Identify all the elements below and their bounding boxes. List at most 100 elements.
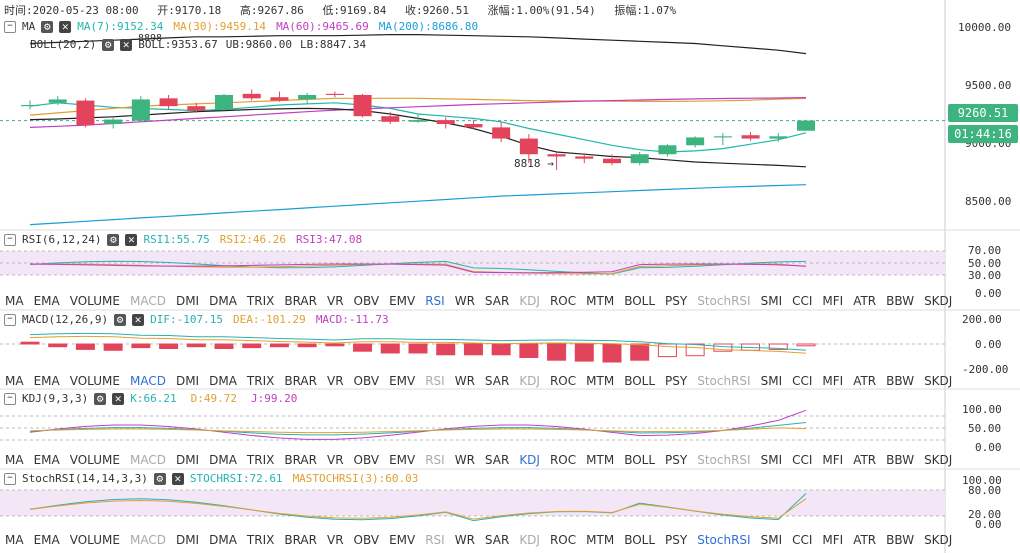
tab-macd[interactable]: MACD — [129, 374, 166, 388]
tab-dmi[interactable]: DMI — [175, 533, 200, 547]
tab-ma[interactable]: MA — [5, 294, 24, 308]
tab-mtm[interactable]: MTM — [586, 374, 615, 388]
tab-dma[interactable]: DMA — [209, 294, 237, 308]
tab-skdj[interactable]: SKDJ — [924, 453, 953, 467]
tab-boll[interactable]: BOLL — [624, 533, 656, 547]
tab-smi[interactable]: SMI — [760, 453, 783, 467]
tab-obv[interactable]: OBV — [353, 533, 380, 547]
tab-roc[interactable]: ROC — [549, 453, 577, 467]
collapse-icon[interactable]: − — [4, 313, 16, 326]
tab-rsi[interactable]: RSI — [425, 453, 445, 467]
tab-bbw[interactable]: BBW — [886, 533, 915, 547]
tab-volume[interactable]: VOLUME — [69, 294, 120, 308]
settings-gear-icon[interactable]: ⚙ — [102, 38, 115, 51]
tab-mtm[interactable]: MTM — [586, 533, 615, 547]
tab-psy[interactable]: PSY — [665, 533, 688, 547]
tab-smi[interactable]: SMI — [760, 374, 783, 388]
tab-volume[interactable]: VOLUME — [69, 533, 120, 547]
tab-cci[interactable]: CCI — [792, 374, 813, 388]
tab-ema[interactable]: EMA — [33, 294, 60, 308]
tab-atr[interactable]: ATR — [853, 533, 877, 547]
tab-emv[interactable]: EMV — [389, 294, 416, 308]
tab-dma[interactable]: DMA — [209, 533, 237, 547]
tab-mfi[interactable]: MFI — [822, 374, 844, 388]
tab-vr[interactable]: VR — [326, 374, 344, 388]
tab-brar[interactable]: BRAR — [284, 533, 317, 547]
tab-ema[interactable]: EMA — [33, 374, 60, 388]
close-icon[interactable]: ✕ — [59, 20, 72, 33]
tab-stochrsi[interactable]: StochRSI — [697, 533, 751, 547]
tab-sar[interactable]: SAR — [484, 374, 510, 388]
tab-emv[interactable]: EMV — [389, 453, 416, 467]
tab-stochrsi[interactable]: StochRSI — [697, 294, 751, 308]
tab-obv[interactable]: OBV — [353, 453, 380, 467]
tab-kdj[interactable]: KDJ — [519, 374, 540, 388]
tab-trix[interactable]: TRIX — [246, 294, 275, 308]
tab-brar[interactable]: BRAR — [284, 453, 317, 467]
tab-wr[interactable]: WR — [454, 533, 475, 547]
tab-vr[interactable]: VR — [326, 533, 344, 547]
tab-sar[interactable]: SAR — [484, 453, 510, 467]
close-icon[interactable]: ✕ — [132, 313, 145, 326]
tab-wr[interactable]: WR — [454, 294, 475, 308]
tab-skdj[interactable]: SKDJ — [924, 533, 953, 547]
tab-stochrsi[interactable]: StochRSI — [697, 374, 751, 388]
tab-sar[interactable]: SAR — [484, 294, 510, 308]
tab-boll[interactable]: BOLL — [624, 294, 656, 308]
tab-cci[interactable]: CCI — [792, 533, 813, 547]
tab-dmi[interactable]: DMI — [175, 294, 200, 308]
tab-volume[interactable]: VOLUME — [69, 453, 120, 467]
tab-rsi[interactable]: RSI — [425, 533, 445, 547]
tab-sar[interactable]: SAR — [484, 533, 510, 547]
tab-vr[interactable]: VR — [326, 453, 344, 467]
tab-ma[interactable]: MA — [5, 374, 24, 388]
tab-dmi[interactable]: DMI — [175, 374, 200, 388]
tab-mfi[interactable]: MFI — [822, 294, 844, 308]
close-icon[interactable]: ✕ — [171, 472, 184, 485]
settings-gear-icon[interactable]: ⚙ — [153, 472, 166, 485]
tab-smi[interactable]: SMI — [760, 294, 783, 308]
tab-psy[interactable]: PSY — [665, 294, 688, 308]
tab-ema[interactable]: EMA — [33, 533, 60, 547]
tab-dmi[interactable]: DMI — [175, 453, 200, 467]
tab-macd[interactable]: MACD — [129, 453, 166, 467]
tab-mtm[interactable]: MTM — [586, 294, 615, 308]
tab-rsi[interactable]: RSI — [425, 374, 445, 388]
tab-atr[interactable]: ATR — [853, 453, 877, 467]
collapse-icon[interactable]: − — [4, 392, 16, 405]
tab-boll[interactable]: BOLL — [624, 374, 656, 388]
tab-trix[interactable]: TRIX — [246, 374, 275, 388]
settings-gear-icon[interactable]: ⚙ — [107, 233, 120, 246]
tab-emv[interactable]: EMV — [389, 533, 416, 547]
tab-atr[interactable]: ATR — [853, 374, 877, 388]
tab-skdj[interactable]: SKDJ — [924, 294, 953, 308]
tab-obv[interactable]: OBV — [353, 294, 380, 308]
tab-skdj[interactable]: SKDJ — [924, 374, 953, 388]
tab-atr[interactable]: ATR — [853, 294, 877, 308]
tab-mtm[interactable]: MTM — [586, 453, 615, 467]
tab-psy[interactable]: PSY — [665, 374, 688, 388]
tab-vr[interactable]: VR — [326, 294, 344, 308]
tab-emv[interactable]: EMV — [389, 374, 416, 388]
tab-roc[interactable]: ROC — [549, 294, 577, 308]
collapse-icon[interactable]: − — [4, 472, 16, 485]
tab-roc[interactable]: ROC — [549, 533, 577, 547]
tab-psy[interactable]: PSY — [665, 453, 688, 467]
tab-stochrsi[interactable]: StochRSI — [697, 453, 751, 467]
tab-smi[interactable]: SMI — [760, 533, 783, 547]
tab-brar[interactable]: BRAR — [284, 374, 317, 388]
tab-boll[interactable]: BOLL — [624, 453, 656, 467]
tab-cci[interactable]: CCI — [792, 294, 813, 308]
tab-kdj[interactable]: KDJ — [519, 453, 540, 467]
tab-volume[interactable]: VOLUME — [69, 374, 120, 388]
settings-gear-icon[interactable]: ⚙ — [41, 20, 54, 33]
close-icon[interactable]: ✕ — [112, 392, 125, 405]
tab-dma[interactable]: DMA — [209, 374, 237, 388]
tab-macd[interactable]: MACD — [129, 294, 166, 308]
tab-macd[interactable]: MACD — [129, 533, 166, 547]
collapse-icon[interactable]: − — [4, 233, 16, 246]
close-icon[interactable]: ✕ — [120, 38, 133, 51]
tab-cci[interactable]: CCI — [792, 453, 813, 467]
close-icon[interactable]: ✕ — [125, 233, 138, 246]
